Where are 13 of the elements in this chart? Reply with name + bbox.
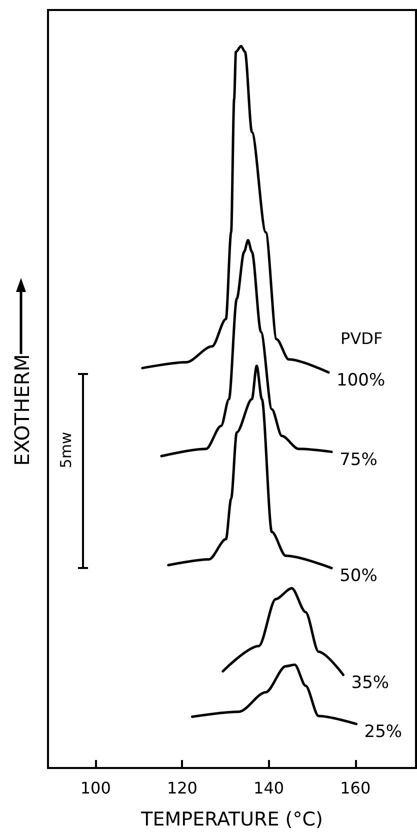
y-axis-title: EXOTHERM	[10, 354, 34, 466]
x-axis-title: TEMPERATURE (°C)	[140, 808, 323, 830]
x-tick-label: 140	[254, 778, 284, 798]
x-tick-label: 100	[80, 778, 111, 798]
series-label: 35%	[351, 672, 390, 693]
x-tick-label: 160	[340, 778, 371, 798]
series-label: 75%	[340, 450, 378, 470]
series-label: 25%	[364, 722, 402, 742]
series-label: 50%	[340, 566, 378, 586]
annotation: 5mw	[56, 430, 76, 470]
x-tick-label: 120	[166, 778, 198, 798]
legend-title: PVDF	[340, 328, 383, 348]
series-label: 100%	[336, 370, 386, 390]
